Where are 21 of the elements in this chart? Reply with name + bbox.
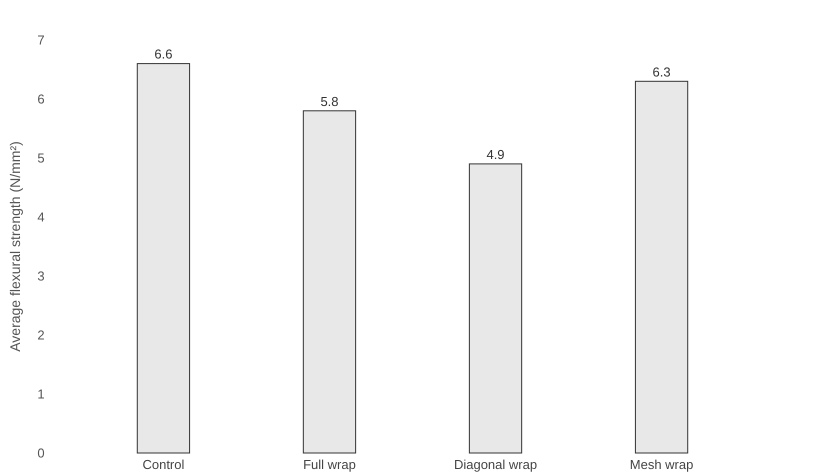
x-tick-label: Mesh wrap bbox=[630, 457, 694, 472]
data-label: 4.9 bbox=[486, 146, 505, 162]
y-tick-label: 2 bbox=[37, 328, 45, 343]
x-tick-label: Full wrap bbox=[303, 457, 356, 472]
y-tick-label: 1 bbox=[37, 386, 45, 402]
y-axis-title: Average flexural strength (N/mm²) bbox=[7, 141, 23, 352]
bar bbox=[468, 163, 522, 454]
data-label: 6.6 bbox=[154, 46, 172, 62]
y-tick-label: 4 bbox=[37, 210, 45, 225]
y-tick-label: 6 bbox=[37, 92, 45, 107]
y-tick-label: 3 bbox=[37, 268, 45, 284]
y-tick-label: 7 bbox=[37, 32, 45, 48]
bar bbox=[634, 80, 688, 454]
data-label: 5.8 bbox=[320, 94, 339, 109]
data-label: 6.3 bbox=[652, 64, 671, 80]
bar bbox=[136, 63, 190, 454]
y-tick-label: 5 bbox=[37, 150, 45, 166]
x-tick-label: Control bbox=[142, 457, 184, 472]
bar bbox=[302, 110, 356, 454]
x-tick-label: Diagonal wrap bbox=[454, 457, 538, 472]
y-tick-label: 0 bbox=[37, 446, 45, 461]
